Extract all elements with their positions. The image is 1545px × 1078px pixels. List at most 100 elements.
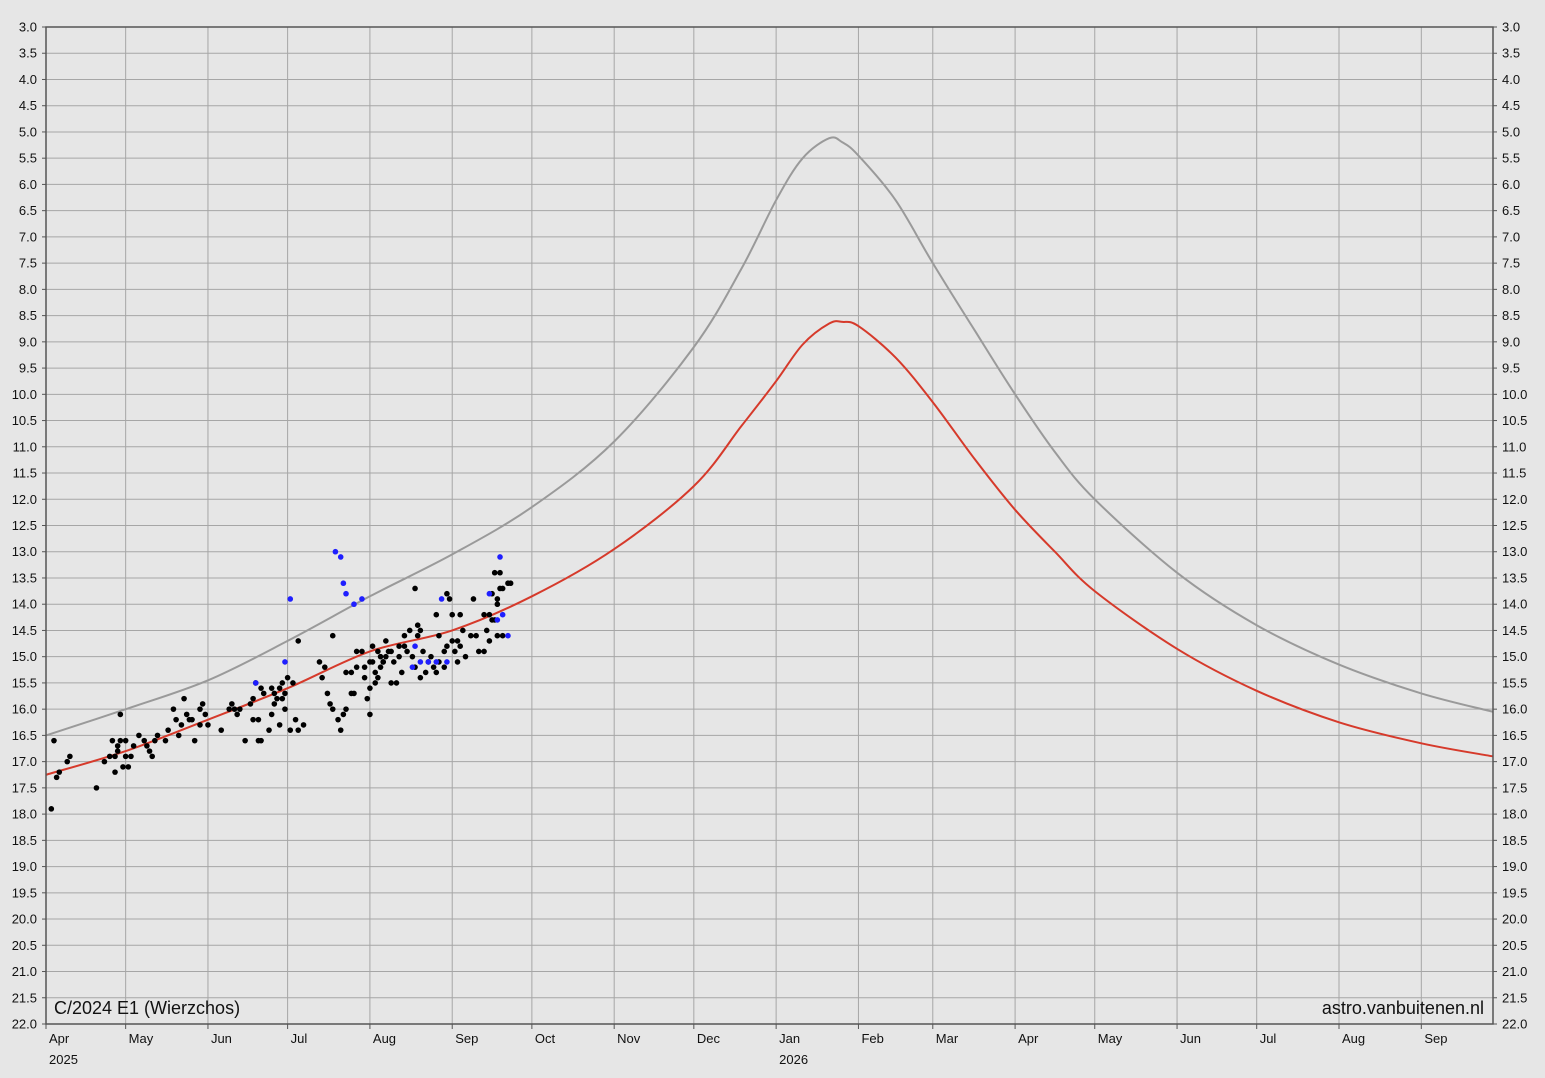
observation-point [109,737,116,744]
observation-point [279,695,286,702]
plot-frame [45,26,1494,1025]
observation-point [380,659,386,665]
observation-point [444,590,450,597]
observation-point [199,701,206,707]
y-tick-label: 15.0 [12,649,37,664]
y-tick-label: 18.0 [1502,807,1527,822]
y-tick-label: 7.0 [1502,229,1520,244]
observation-point [375,674,381,681]
observation-point [494,596,501,602]
y-tick-label: 10.0 [12,387,37,402]
observation-point [64,758,71,765]
observation-point [457,643,463,649]
y-tick-label: 17.5 [12,780,37,795]
observation-point [353,664,360,670]
observation-point [377,664,384,670]
observation-point [367,685,373,691]
y-tick-label: 22.0 [12,1017,37,1032]
observation-point [144,743,150,749]
x-tick-label: May [129,1031,154,1046]
observation-point [106,753,113,760]
y-tick-label: 11.0 [13,439,37,454]
x-axis: Apr 2025 May Jun Jul Aug Sep Oct Nov Dec Jan 2026 Fe… [49,1031,1447,1067]
y-tick-label: 20.0 [1502,912,1527,927]
observation-point [462,653,469,660]
x-tick-label: Aug [373,1031,396,1046]
observation-point [361,674,368,681]
observation-point [377,653,384,660]
observation-point [284,674,291,681]
x-tick-label: Apr [1018,1031,1039,1046]
observation-point [146,748,153,754]
observation-point-blue [287,596,294,602]
y-tick-label: 14.0 [12,597,37,612]
observation-point [460,627,466,634]
observation-point [120,764,126,770]
observation-point [117,737,124,744]
y-tick-label: 13.5 [1502,570,1527,585]
x-tick-label: Jul [291,1031,308,1046]
y-tick-label: 5.0 [19,124,37,139]
observation-point [48,806,55,812]
observation-point [260,690,267,697]
observation-point [229,701,235,707]
observation-point-blue [497,554,503,560]
observation-point [276,722,283,728]
y-tick-label: 4.5 [19,98,37,113]
observation-point [388,680,394,686]
y-tick-label: 16.0 [1502,702,1527,717]
observation-point [507,580,514,587]
observation-point [247,701,254,707]
observation-point [420,648,426,655]
observation-point-blue [444,659,450,665]
observation-point [122,753,129,760]
y-tick-label: 18.5 [1502,833,1527,848]
observation-point [483,627,490,634]
observation-point [497,569,503,576]
y-tick-label: 7.0 [19,229,37,244]
observation-point [369,659,376,665]
observation-point [343,669,349,676]
observation-point [268,685,275,691]
observation-point [226,706,232,712]
observation-point [396,643,402,649]
y-tick-label: 4.5 [1502,98,1520,113]
x-tick-label: Apr [49,1031,70,1046]
y-axis-right: 3.0 3.5 4.0 4.5 5.0 5.5 6.0 6.5 7.0 7.5 8.0 8.5 9.0 9… [1502,20,1527,1032]
y-tick-label: 10.5 [1502,413,1527,428]
observation-point [499,632,506,639]
observation-point [444,643,450,649]
observation-point [414,622,421,628]
observation-point-blue [494,617,501,623]
y-tick-label: 13.0 [1502,544,1527,559]
observation-point [117,711,124,718]
observation-point [67,753,73,760]
observation-point [367,711,373,718]
curves [45,136,1494,776]
x-tick-label: Sep [1424,1031,1447,1046]
observation-point [170,706,177,712]
observation-point [446,596,453,602]
y-tick-label: 14.0 [1502,597,1527,612]
x-tick-label: May [1098,1031,1123,1046]
observation-point [154,732,161,739]
observation-point [292,716,299,723]
observation-point [189,716,195,723]
observation-point [114,748,121,754]
observation-point-blue [505,632,511,639]
observation-point [359,648,365,655]
observation-point [255,716,262,723]
observation-point [125,764,132,770]
y-tick-label: 5.5 [1502,151,1520,166]
observation-point [197,706,203,712]
x-tick-label: Mar [936,1031,959,1046]
observation-point [499,585,506,592]
observation-point [321,664,328,670]
observation-point [242,737,248,744]
prediction-curve-gray [45,136,1494,737]
y-tick-label: 7.5 [19,256,37,271]
observation-point [191,737,198,744]
observation-point [433,611,440,618]
grid [42,26,1497,1029]
